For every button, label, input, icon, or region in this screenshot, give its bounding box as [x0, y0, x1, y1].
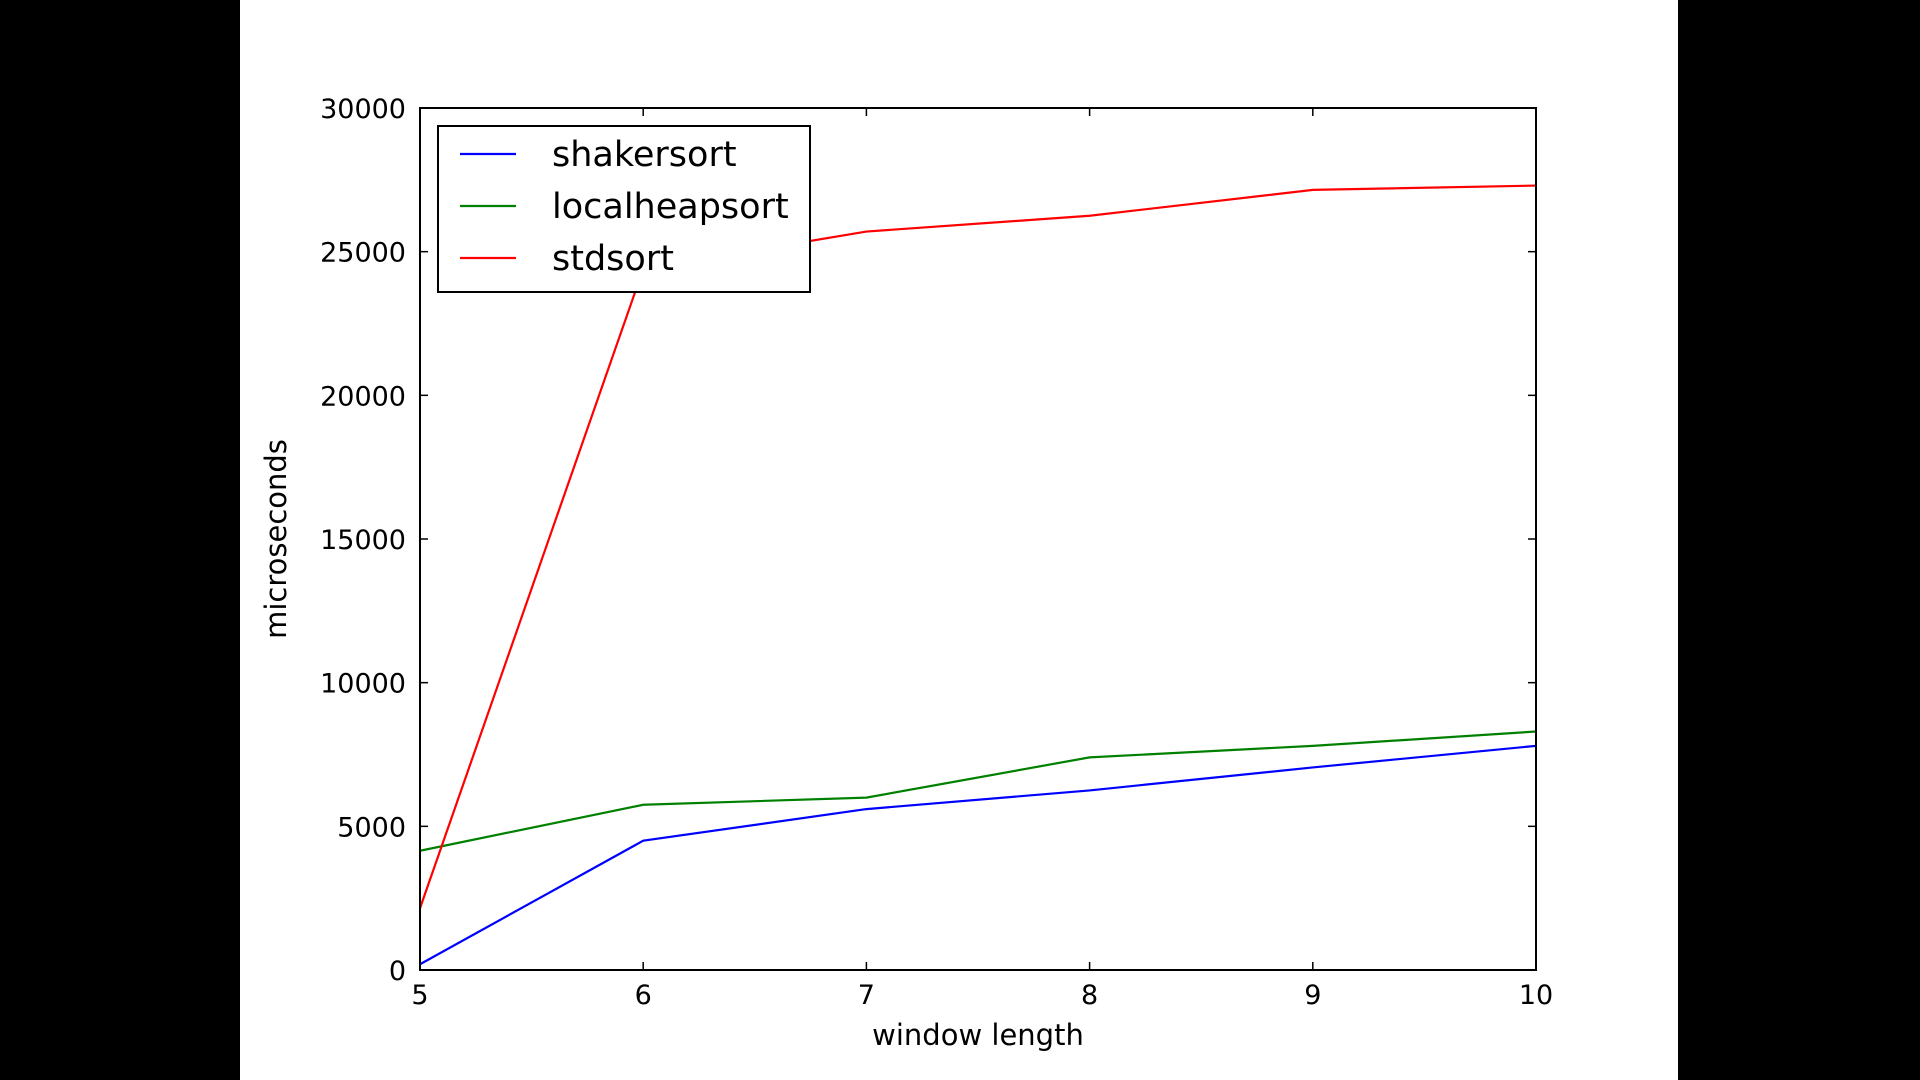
x-tick-label: 6	[635, 980, 652, 1011]
y-tick-label: 10000	[320, 669, 406, 700]
legend-label-shakersort: shakersort	[552, 135, 737, 175]
legend-label-localheapsort: localheapsort	[552, 187, 789, 227]
line-chart: 5 6 7 8 9 10 0 5000 10000 15000 20000 25000 30000 wi…	[259, 94, 1553, 1052]
figure: 5 6 7 8 9 10 0 5000 10000 15000 20000 25000 30000 wi…	[240, 0, 1678, 1080]
ticks-layer: 5 6 7 8 9 10 0 5000 10000 15000 20000 25000 30000	[320, 94, 1553, 1011]
x-axis-label: window length	[872, 1018, 1084, 1052]
x-tick-label: 8	[1081, 980, 1098, 1011]
y-tick-label: 15000	[320, 525, 406, 556]
x-tick-label: 9	[1304, 980, 1321, 1011]
legend: shakersort localheapsort stdsort	[437, 125, 811, 293]
y-tick-label: 20000	[320, 381, 406, 412]
x-tick-label: 5	[411, 980, 428, 1011]
y-tick-label: 30000	[320, 94, 406, 125]
y-axis-label: microseconds	[259, 439, 293, 639]
series-line-localheapsort	[419, 730, 1537, 852]
y-tick-label: 5000	[337, 812, 406, 843]
y-tick-label: 25000	[320, 238, 406, 269]
series-line-stdsort	[418, 184, 1537, 909]
x-tick-label: 7	[858, 980, 875, 1011]
legend-label-stdsort: stdsort	[552, 239, 674, 279]
series-layer	[418, 184, 1537, 966]
series-line-shakersort	[419, 744, 1537, 966]
x-tick-label: 10	[1519, 980, 1553, 1011]
y-tick-label: 0	[389, 956, 406, 987]
